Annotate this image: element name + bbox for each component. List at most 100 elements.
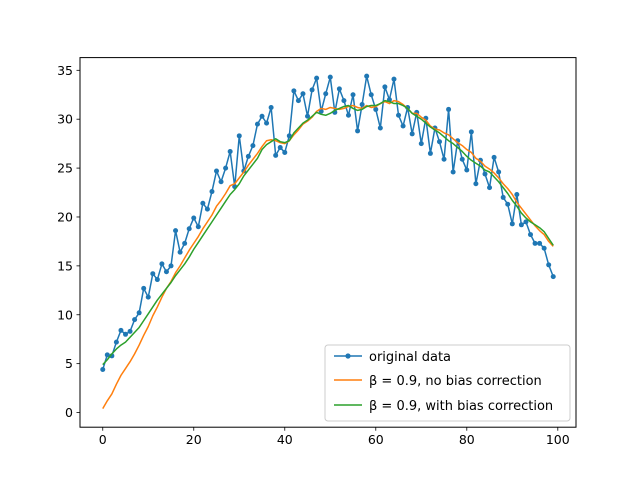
data-point [264, 120, 270, 126]
data-point [145, 294, 151, 300]
data-point [300, 91, 306, 97]
data-point [245, 153, 251, 159]
y-tick-label: 10 [57, 307, 73, 322]
y-tick-label: 15 [57, 258, 73, 273]
data-point [400, 123, 406, 129]
data-point [100, 367, 106, 373]
data-point [127, 328, 133, 334]
data-point [368, 92, 374, 98]
data-point [323, 91, 329, 97]
legend-label-with-bias: β = 0.9, with bias correction [369, 399, 553, 414]
y-tick-label: 20 [57, 209, 73, 224]
data-point [327, 74, 333, 80]
series-layer [100, 73, 556, 409]
data-point [436, 139, 442, 145]
data-point [546, 262, 552, 268]
data-point [505, 201, 511, 207]
data-point [209, 189, 215, 195]
data-point [273, 152, 279, 158]
data-point [159, 261, 165, 267]
data-point [427, 150, 433, 156]
data-point [541, 245, 547, 251]
data-point [514, 191, 520, 197]
data-point [223, 165, 229, 171]
data-point [550, 274, 556, 280]
data-point [391, 76, 397, 82]
data-point [154, 277, 160, 283]
y-axis: 0 5 10 15 20 25 30 35 [57, 63, 80, 420]
data-point [150, 271, 156, 277]
data-point [500, 194, 506, 200]
data-point [364, 73, 370, 79]
data-point [250, 143, 256, 149]
data-point [177, 249, 183, 255]
data-point [350, 92, 356, 98]
data-point [104, 352, 110, 358]
y-tick-label: 5 [65, 356, 73, 371]
data-point [450, 169, 456, 175]
data-point [113, 339, 119, 345]
y-tick-label: 0 [65, 405, 73, 420]
data-point [168, 263, 174, 269]
data-point [464, 167, 470, 173]
data-point [473, 181, 479, 187]
data-point [136, 310, 142, 316]
data-point [377, 125, 383, 131]
data-point [359, 102, 365, 108]
data-point [214, 168, 220, 174]
data-point [468, 129, 474, 135]
data-point [487, 185, 493, 191]
x-tick-label: 20 [186, 432, 202, 447]
data-point [509, 221, 515, 227]
data-point [186, 226, 192, 232]
series-line-0 [102, 75, 554, 370]
series-line-2 [102, 99, 554, 366]
data-point [163, 269, 169, 275]
data-point [314, 75, 320, 81]
x-axis: 0 20 40 60 80 100 [99, 427, 570, 447]
data-point [532, 240, 538, 246]
data-point [227, 148, 233, 154]
data-point [537, 240, 543, 246]
data-point [200, 200, 206, 206]
data-point [254, 121, 260, 127]
data-point [396, 112, 402, 118]
data-point [191, 215, 197, 221]
legend-box [324, 344, 571, 422]
data-point [523, 219, 529, 225]
y-tick-label: 35 [57, 63, 73, 78]
data-point [123, 331, 129, 337]
data-point [195, 224, 201, 230]
data-point [518, 222, 524, 228]
data-point [382, 84, 388, 90]
x-tick-label: 0 [99, 432, 107, 447]
data-point [345, 112, 351, 118]
data-point [291, 88, 297, 94]
data-point [204, 206, 210, 212]
data-point [182, 240, 188, 246]
data-point [527, 232, 533, 238]
data-point [259, 113, 265, 119]
legend-label-no-bias: β = 0.9, no bias correction [369, 374, 542, 389]
y-tick-label: 25 [57, 161, 73, 176]
data-point [341, 98, 347, 104]
x-tick-label: 80 [459, 432, 475, 447]
data-point [141, 285, 147, 291]
x-tick-label: 60 [368, 432, 384, 447]
data-point [355, 128, 361, 134]
plot-frame [79, 57, 577, 428]
y-tick-label: 30 [57, 112, 73, 127]
data-point [173, 228, 179, 234]
legend: original data β = 0.9, no bias correctio… [324, 344, 571, 422]
legend-dot-original [345, 353, 351, 359]
x-tick-label: 100 [546, 432, 570, 447]
data-point [491, 154, 497, 160]
data-point [459, 156, 465, 162]
data-point [418, 141, 424, 147]
data-point [482, 171, 488, 177]
data-point [236, 133, 242, 139]
legend-label-original: original data [369, 350, 451, 365]
data-point [373, 106, 379, 112]
data-point [118, 327, 124, 333]
